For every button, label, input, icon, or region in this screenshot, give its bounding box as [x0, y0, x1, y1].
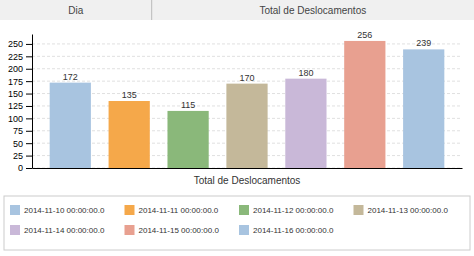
data-label: 172 [63, 72, 78, 82]
x-axis-label: Total de Deslocamentos [194, 175, 301, 186]
bar [226, 84, 267, 168]
y-tick-mark [26, 56, 32, 57]
bar [403, 49, 444, 168]
legend-item: 2014-11-15 00:00:00.0 [125, 225, 220, 235]
y-tick: 0 [18, 163, 32, 173]
y-tick: 50 [13, 139, 32, 149]
y-tick: 25 [13, 151, 32, 161]
legend-label: 2014-11-10 00:00:00.0 [24, 206, 105, 215]
data-label: 170 [239, 73, 254, 83]
y-tick-mark [26, 131, 32, 132]
legend-swatch [10, 205, 20, 215]
y-tick-label: 175 [8, 77, 23, 87]
legend-swatch [239, 205, 249, 215]
y-tick-mark [26, 69, 32, 70]
bar [285, 79, 326, 168]
grid-line [32, 68, 462, 69]
y-tick-mark [26, 156, 32, 157]
legend-item: 2014-11-11 00:00:00.0 [125, 205, 219, 215]
legend-item: 2014-11-10 00:00:00.0 [10, 205, 105, 215]
data-label: 180 [298, 68, 313, 78]
y-tick: 225 [8, 52, 32, 62]
bar [109, 101, 150, 168]
legend: 2014-11-10 00:00:00.0 2014-11-11 00:00:00… [4, 196, 470, 250]
legend-label: 2014-11-15 00:00:00.0 [139, 226, 220, 235]
bars [50, 41, 445, 168]
legend-item: 2014-11-16 00:00:00.0 [239, 225, 334, 235]
y-tick: 200 [8, 64, 32, 74]
chart: Dia Total de Deslocamentos 172 135 115 170 180… [0, 0, 474, 256]
legend-swatch [354, 205, 364, 215]
header: Dia Total de Deslocamentos [0, 0, 474, 20]
legend-label: 2014-11-11 00:00:00.0 [139, 206, 219, 215]
grid-line [32, 43, 462, 44]
y-tick-label: 0 [18, 163, 23, 173]
legend-item: 2014-11-12 00:00:00.0 [239, 205, 334, 215]
y-tick: 250 [8, 39, 32, 49]
data-label: 239 [416, 38, 431, 48]
y-tick-mark [26, 168, 32, 169]
data-label: 115 [181, 100, 195, 110]
legend-label: 2014-11-14 00:00:00.0 [24, 226, 105, 235]
header-divider [151, 0, 152, 20]
y-tick: 150 [8, 89, 32, 99]
bar [50, 83, 91, 168]
y-tick-mark [26, 44, 32, 45]
bar [167, 111, 208, 168]
data-labels: 172 135 115 170 180 256 239 [63, 30, 431, 110]
legend-swatch [125, 205, 135, 215]
bar [344, 41, 385, 168]
y-tick-label: 125 [8, 101, 23, 111]
y-tick: 175 [8, 77, 32, 87]
legend-item: 2014-11-14 00:00:00.0 [10, 225, 105, 235]
legend-item: 2014-11-13 00:00:00.0 [354, 205, 449, 215]
data-label: 135 [122, 90, 137, 100]
data-label: 256 [357, 30, 372, 40]
legend-swatch [10, 225, 20, 235]
grid [32, 44, 462, 168]
y-tick: 125 [8, 101, 32, 111]
y-tick-mark [26, 143, 32, 144]
y-tick: 100 [8, 114, 32, 124]
y-tick-label: 150 [8, 89, 23, 99]
y-tick-label: 50 [13, 139, 23, 149]
y-tick-label: 75 [13, 126, 23, 136]
grid-line [32, 56, 462, 57]
y-tick: 75 [13, 126, 32, 136]
annotation: Dia [68, 5, 83, 16]
y-tick-label: 250 [8, 39, 23, 49]
y-tick-mark [26, 81, 32, 82]
y-tick-label: 200 [8, 64, 23, 74]
legend-swatch [239, 225, 249, 235]
legend-label: 2014-11-16 00:00:00.0 [253, 226, 334, 235]
y-axis: 0 25 50 75 100 125 150 175 200 225 250 [8, 35, 33, 174]
legend-swatch [125, 225, 135, 235]
legend-box [4, 196, 470, 250]
header-background [0, 0, 474, 20]
annotation: Total de Deslocamentos [259, 5, 366, 16]
y-tick-mark [26, 106, 32, 107]
y-tick-label: 100 [8, 114, 23, 124]
y-tick-label: 25 [13, 151, 23, 161]
y-tick-mark [26, 94, 32, 95]
y-axis-line [32, 35, 33, 169]
y-tick-mark [26, 118, 32, 119]
y-tick-label: 225 [8, 52, 23, 62]
legend-label: 2014-11-12 00:00:00.0 [253, 206, 334, 215]
x-axis [33, 168, 463, 169]
x-axis-line [33, 168, 463, 169]
legend-label: 2014-11-13 00:00:00.0 [368, 206, 449, 215]
